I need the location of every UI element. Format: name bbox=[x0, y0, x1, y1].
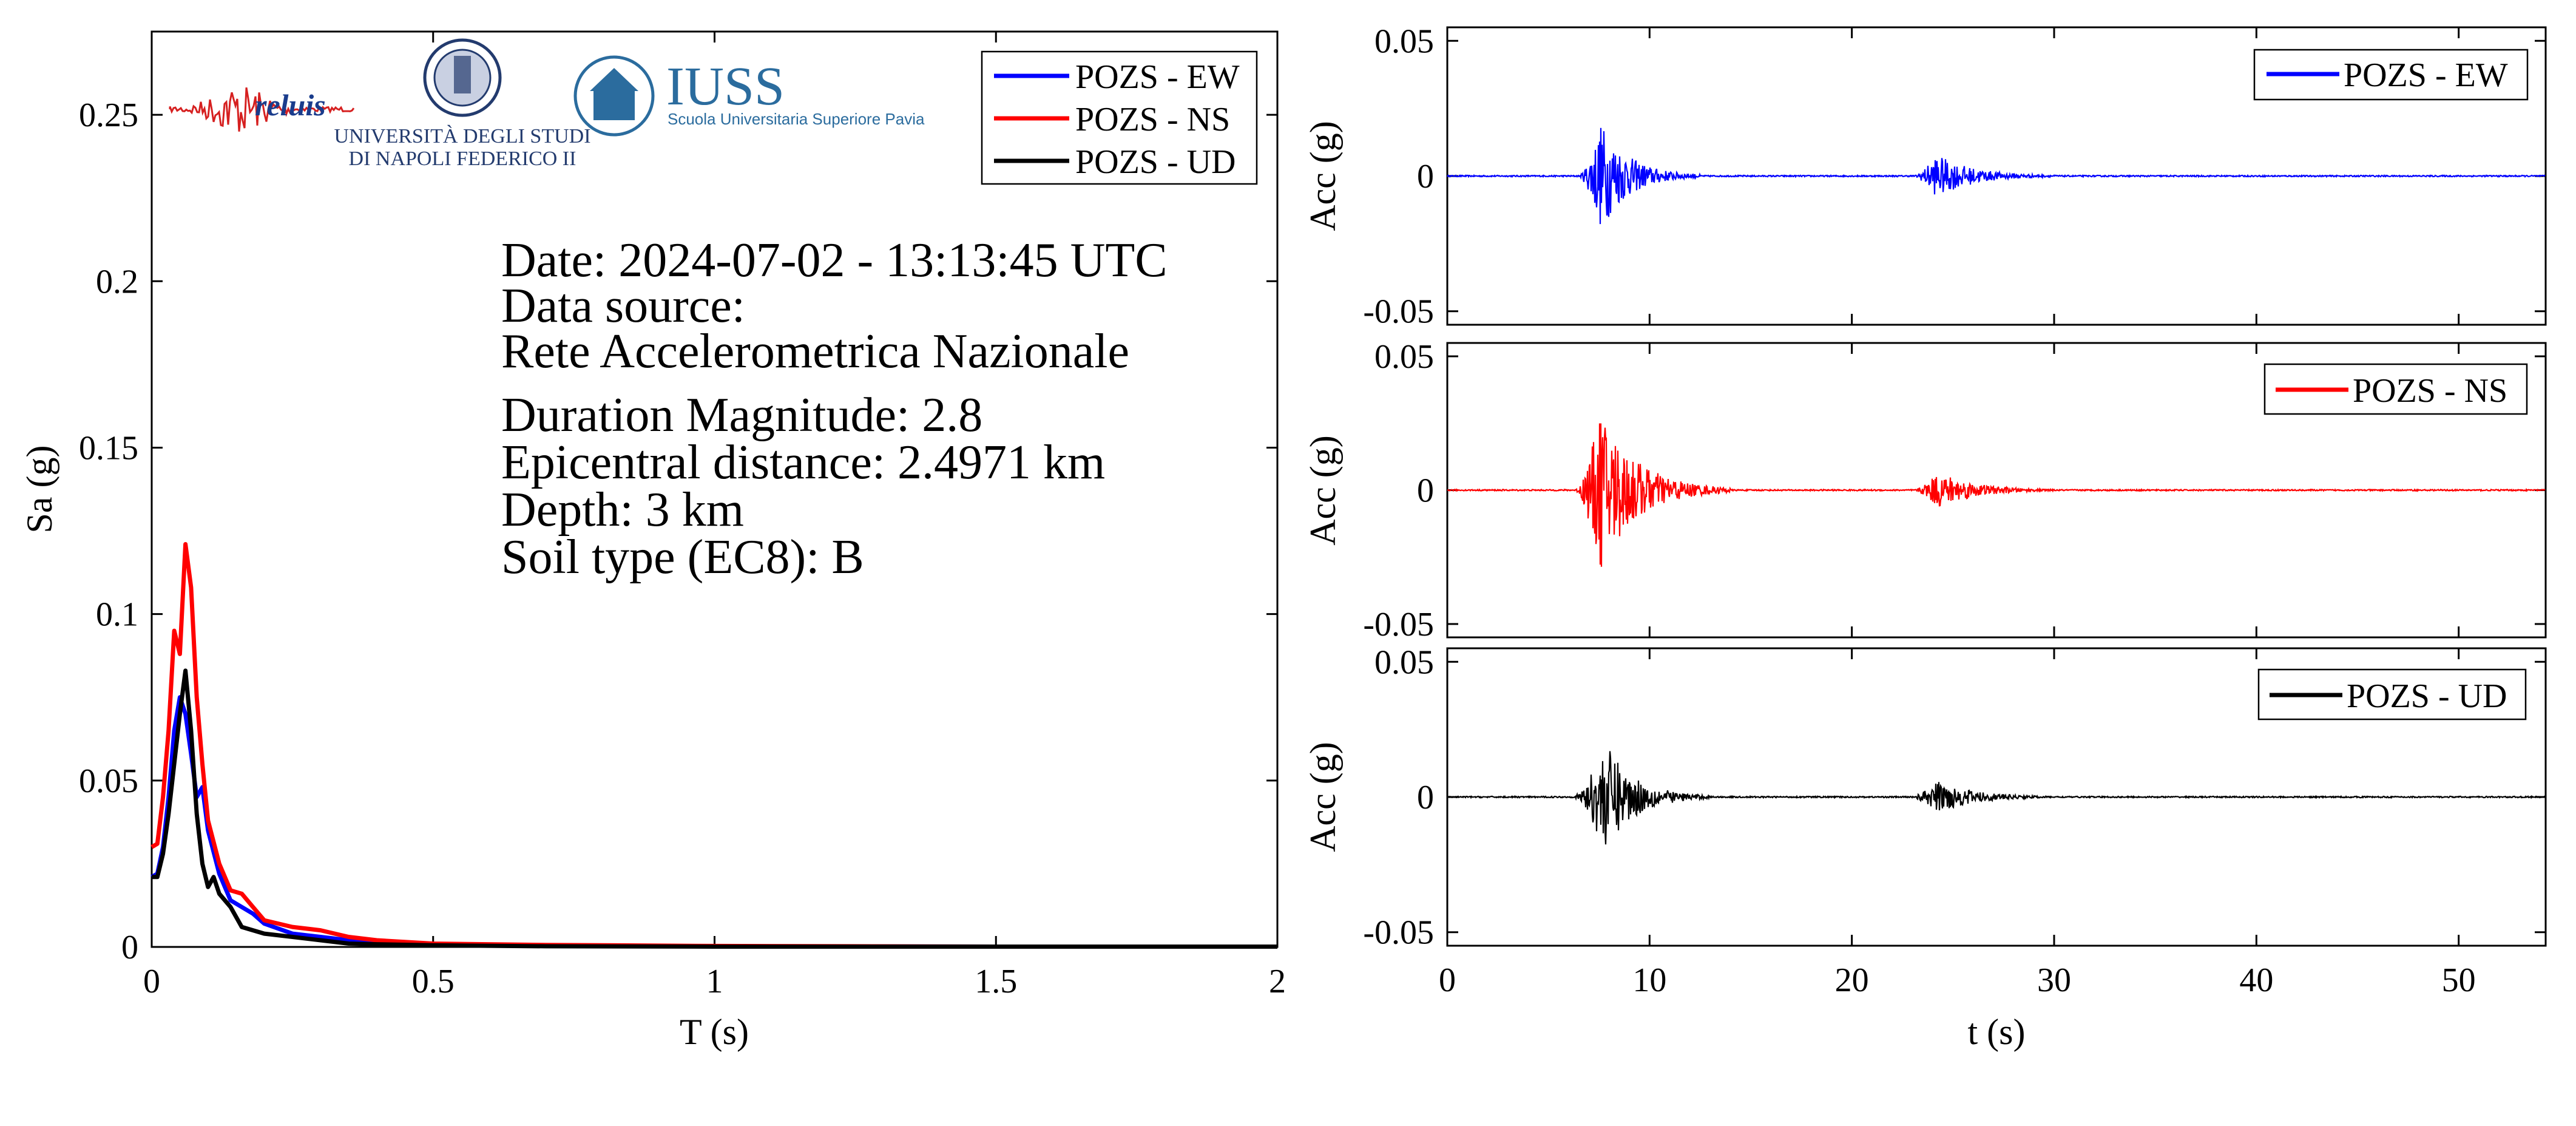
ud-y-tick-label: -0.05 bbox=[1363, 914, 1434, 952]
spectrum-y-tick-label: 0.2 bbox=[96, 263, 138, 300]
reluis-wave-icon bbox=[169, 87, 355, 132]
spectrum-y-tick-label: 0 bbox=[121, 929, 138, 966]
ns-waveform-line bbox=[1447, 423, 2546, 567]
spectrum-legend: POZS - EW POZS - NS POZS - UD bbox=[981, 50, 1258, 185]
spectrum-x-axis-label: T (s) bbox=[680, 1012, 749, 1052]
spectrum-x-tick-label: 0 bbox=[143, 963, 160, 1000]
info-data-source-label: Data source: bbox=[501, 279, 745, 333]
unina-logo-line2: DI NAPOLI FEDERICO II bbox=[349, 148, 576, 170]
unina-logo-line1: UNIVERSITÀ DEGLI STUDI bbox=[334, 125, 590, 148]
time-x-tick-label: 0 bbox=[1439, 962, 1456, 999]
time-x-tick-label: 50 bbox=[2442, 962, 2476, 999]
info-magnitude: Duration Magnitude: 2.8 bbox=[501, 388, 982, 442]
info-depth: Depth: 3 km bbox=[501, 483, 744, 537]
response-spectrum-chart: 0 0.5 1 1.5 2 0 0.05 0.1 0.15 0.2 0.25 T (s) Sa (g… bbox=[19, 30, 1286, 1052]
spectrum-y-tick-label: 0.25 bbox=[79, 97, 138, 134]
time-x-axis-label: t (s) bbox=[1968, 1012, 2026, 1052]
spectrum-line-ns bbox=[150, 542, 1277, 949]
spectrum-y-tick-label: 0.05 bbox=[79, 762, 138, 800]
reluis-logo-wave bbox=[169, 87, 355, 132]
ew-y-tick-label: 0.05 bbox=[1374, 22, 1434, 60]
ns-waveform bbox=[1447, 423, 2546, 567]
ns-y-axis-label: Acc (g) bbox=[1303, 435, 1343, 546]
ns-legend: POZS - NS bbox=[2263, 363, 2528, 415]
ew-ticks: -0.05 0 0.05 bbox=[1363, 22, 2546, 331]
reluis-logo: reluis bbox=[169, 87, 355, 132]
iuss-emblem-icon bbox=[573, 55, 655, 137]
spectrum-x-tick-label: 1.5 bbox=[975, 963, 1017, 1000]
ns-y-tick-label: 0 bbox=[1417, 472, 1434, 510]
ud-legend-label: POZS - UD bbox=[2347, 677, 2507, 715]
ud-waveform bbox=[1447, 751, 2546, 845]
time-x-tick-label: 40 bbox=[2239, 962, 2273, 999]
ns-y-tick-label: -0.05 bbox=[1363, 606, 1434, 643]
ew-y-axis-label: Acc (g) bbox=[1303, 121, 1343, 231]
spectrum-line-ew bbox=[150, 695, 1277, 949]
info-date: Date: 2024-07-02 - 13:13:45 UTC bbox=[501, 234, 1168, 287]
reluis-logo-text: reluis bbox=[255, 88, 326, 122]
unina-seal-icon bbox=[423, 38, 502, 117]
ew-y-tick-label: -0.05 bbox=[1363, 293, 1434, 331]
time-x-tick-label: 20 bbox=[1835, 962, 1869, 999]
spectrum-x-tick-label: 1 bbox=[706, 963, 723, 1000]
legend-label-ud: POZS - UD bbox=[1075, 143, 1236, 181]
iuss-logo-subtitle: Scuola Universitaria Superiore Pavia bbox=[668, 110, 925, 128]
ns-legend-label: POZS - NS bbox=[2353, 372, 2507, 410]
ew-waveform-line bbox=[1447, 127, 2546, 225]
legend-label-ew: POZS - EW bbox=[1075, 58, 1240, 96]
ud-y-tick-label: 0 bbox=[1417, 779, 1434, 816]
ud-waveform-line bbox=[1447, 751, 2546, 845]
spectrum-y-tick-label: 0.1 bbox=[96, 596, 138, 634]
ud-y-axis-label: Acc (g) bbox=[1303, 742, 1343, 852]
ud-legend: POZS - UD bbox=[2257, 668, 2527, 721]
spectrum-y-tick-label: 0.15 bbox=[79, 429, 138, 467]
ew-legend-label: POZS - EW bbox=[2344, 56, 2508, 94]
spectrum-x-tick-label: 2 bbox=[1269, 963, 1286, 1000]
spectrum-series-lines bbox=[150, 542, 1277, 949]
info-epicentral-distance: Epicentral distance: 2.4971 km bbox=[501, 436, 1105, 489]
ud-y-tick-label: 0.05 bbox=[1374, 643, 1434, 681]
info-data-source: Rete Accelerometrica Nazionale bbox=[501, 325, 1129, 378]
ew-waveform bbox=[1447, 127, 2546, 225]
ew-legend: POZS - EW bbox=[2253, 49, 2529, 101]
ns-y-tick-label: 0.05 bbox=[1374, 338, 1434, 376]
unina-logo: UNIVERSITÀ DEGLI STUDI DI NAPOLI FEDERIC… bbox=[334, 38, 591, 170]
iuss-logo: IUSS Scuola Universitaria Superiore Pavi… bbox=[573, 55, 925, 137]
spectrum-line-ud bbox=[152, 668, 1277, 949]
spectrum-y-axis-label: Sa (g) bbox=[19, 446, 59, 534]
legend-label-ns: POZS - NS bbox=[1075, 101, 1230, 138]
ns-legend-box bbox=[2263, 363, 2528, 415]
acceleration-ew-chart: -0.05 0 0.05 Acc (g) POZS - EW bbox=[1303, 22, 2547, 331]
spectrum-ticks: 0 0.5 1 1.5 2 0 0.05 0.1 0.15 0.2 0.25 bbox=[79, 32, 1286, 1000]
ns-ticks: -0.05 0 0.05 bbox=[1363, 338, 2546, 643]
iuss-logo-text: IUSS bbox=[666, 56, 785, 117]
time-x-tick-label: 10 bbox=[1632, 962, 1666, 999]
ew-y-tick-label: 0 bbox=[1417, 158, 1434, 195]
info-soil-type: Soil type (EC8): B bbox=[501, 531, 864, 584]
acceleration-ns-chart: -0.05 0 0.05 Acc (g) POZS - NS bbox=[1303, 338, 2547, 643]
event-info: Date: 2024-07-02 - 13:13:45 UTC Data sou… bbox=[501, 234, 1168, 584]
time-x-tick-label: 30 bbox=[2037, 962, 2071, 999]
spectrum-x-tick-label: 0.5 bbox=[412, 963, 455, 1000]
